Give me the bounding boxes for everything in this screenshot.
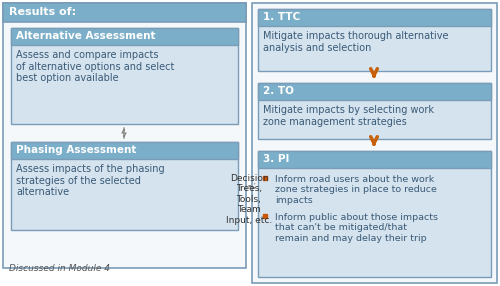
Bar xyxy=(258,151,491,168)
Text: Inform public about those impacts
that can't be mitigated/that
remain and may de: Inform public about those impacts that c… xyxy=(275,213,438,243)
Text: Mitigate impacts by selecting work
zone management strategies: Mitigate impacts by selecting work zone … xyxy=(263,105,434,127)
Text: 1. TTC: 1. TTC xyxy=(263,12,300,22)
Bar xyxy=(258,151,491,277)
Bar xyxy=(11,28,238,45)
Bar xyxy=(11,28,238,124)
Bar xyxy=(258,9,491,71)
Text: Discussed in Module 4: Discussed in Module 4 xyxy=(9,264,110,273)
Bar xyxy=(3,3,246,22)
Bar xyxy=(258,83,491,139)
Text: Inform road users about the work
zone strategies in place to reduce
impacts: Inform road users about the work zone st… xyxy=(275,175,437,205)
Text: Decision
Trees,
Tools,
Team
Input, etc.: Decision Trees, Tools, Team Input, etc. xyxy=(226,174,272,225)
Text: Alternative Assessment: Alternative Assessment xyxy=(16,31,156,41)
Bar xyxy=(258,9,491,26)
Bar xyxy=(252,3,497,283)
Text: Results of:: Results of: xyxy=(9,7,76,17)
Text: Mitigate impacts thorough alternative
analysis and selection: Mitigate impacts thorough alternative an… xyxy=(263,31,448,53)
Text: Phasing Assessment: Phasing Assessment xyxy=(16,145,136,155)
Bar xyxy=(11,142,238,159)
Text: 3. PI: 3. PI xyxy=(263,154,289,164)
Bar xyxy=(258,83,491,100)
Text: 2. TO: 2. TO xyxy=(263,86,294,96)
Bar xyxy=(11,142,238,230)
Text: Assess and compare impacts
of alternative options and select
best option availab: Assess and compare impacts of alternativ… xyxy=(16,50,174,83)
Bar xyxy=(3,3,246,268)
Text: Assess impacts of the phasing
strategies of the selected
alternative: Assess impacts of the phasing strategies… xyxy=(16,164,165,197)
